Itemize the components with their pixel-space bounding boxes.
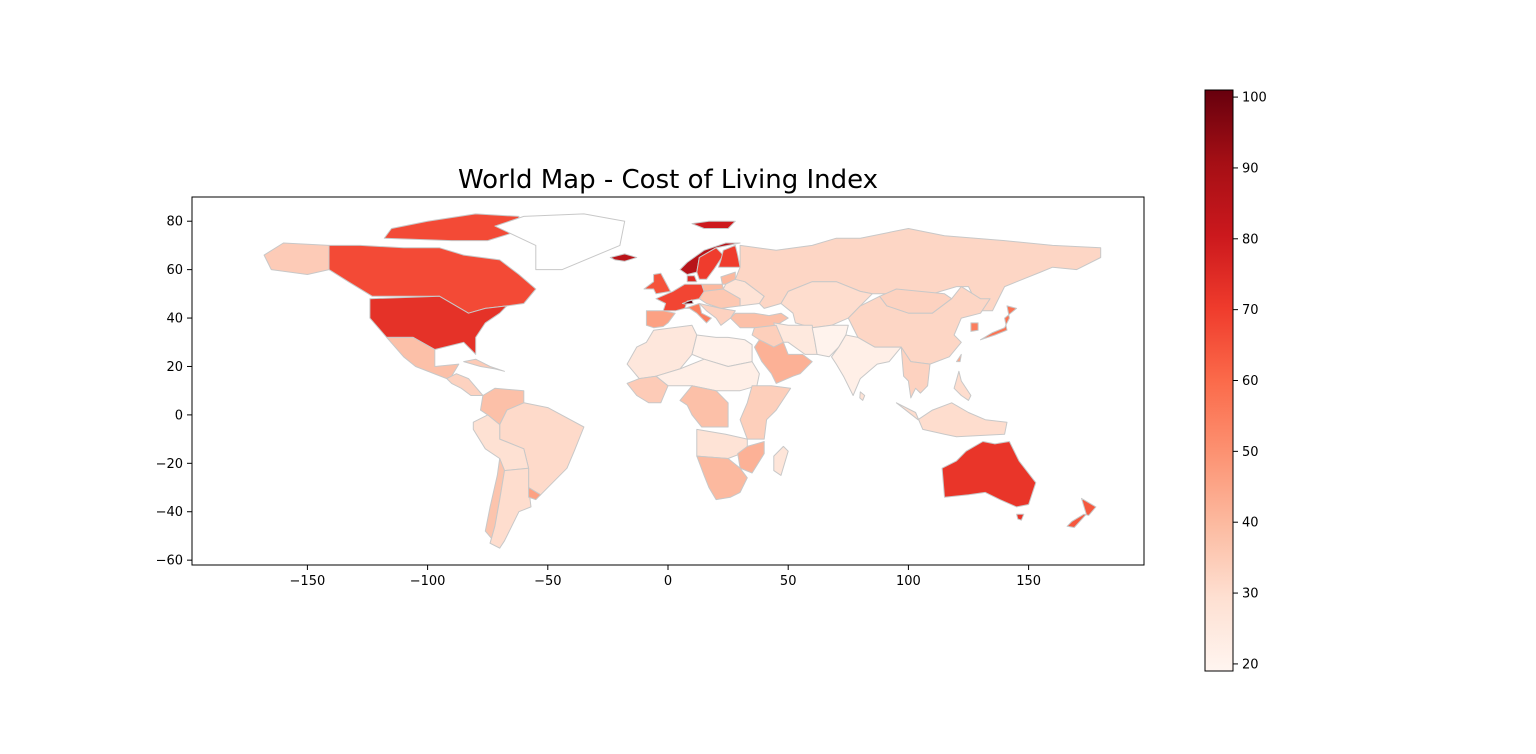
region-14 <box>609 253 638 262</box>
region-17 <box>655 283 705 312</box>
colorbar-tick-label: 50 <box>1242 445 1259 460</box>
region-57 <box>1016 513 1025 521</box>
x-tick-label: 100 <box>896 574 921 589</box>
x-tick-label: 50 <box>780 574 797 589</box>
colorbar-tick-label: 70 <box>1242 303 1259 318</box>
region-47 <box>679 385 729 428</box>
map-axes: −150 −100 −50 0 50 100 150 −60 −40 −20 0 20 40 60 80 <box>156 196 1145 589</box>
y-tick-label: 0 <box>175 408 183 423</box>
region-6 <box>446 373 484 396</box>
region-22 <box>696 247 724 280</box>
country-layer <box>263 213 1102 549</box>
x-tick-label: −100 <box>410 574 446 589</box>
region-58 <box>1066 497 1097 528</box>
region-56 <box>941 441 1037 508</box>
region-55 <box>895 402 1008 438</box>
y-tick-label: 80 <box>166 215 183 230</box>
x-tick-label: −50 <box>534 574 561 589</box>
y-tick-label: −40 <box>156 505 183 520</box>
region-34 <box>980 305 1018 341</box>
chart-title: World Map - Cost of Living Index <box>458 165 878 195</box>
colorbar-tick-label: 20 <box>1242 657 1259 672</box>
colorbar-tick-label: 60 <box>1242 374 1259 389</box>
colorbar-tick-label: 90 <box>1242 161 1259 176</box>
y-axis-ticks: −60 −40 −20 0 20 40 60 80 <box>156 215 192 569</box>
region-2 <box>383 213 520 242</box>
region-42 <box>754 339 813 384</box>
region-39 <box>831 334 902 396</box>
region-18 <box>681 299 694 305</box>
region-33 <box>970 322 979 332</box>
region-12 <box>489 467 532 549</box>
region-51 <box>696 455 748 501</box>
region-40 <box>859 391 866 401</box>
y-tick-label: 40 <box>166 312 183 327</box>
region-48 <box>739 385 792 440</box>
colorbar-gradient <box>1204 89 1234 672</box>
y-tick-label: 20 <box>166 360 183 375</box>
region-24 <box>686 275 698 283</box>
region-19 <box>684 303 712 324</box>
x-tick-label: 150 <box>1016 574 1041 589</box>
region-27 <box>698 303 736 326</box>
colorbar-tick-label: 100 <box>1242 91 1267 106</box>
region-16 <box>643 272 671 295</box>
region-53 <box>900 346 931 399</box>
region-54 <box>953 370 972 401</box>
region-7 <box>463 358 505 372</box>
region-45 <box>655 358 760 392</box>
region-20 <box>645 310 676 329</box>
y-tick-label: 60 <box>166 263 183 278</box>
y-tick-label: −20 <box>156 457 183 472</box>
region-21 <box>679 242 741 275</box>
region-5 <box>386 336 460 380</box>
region-13 <box>528 487 542 501</box>
region-15 <box>691 220 736 229</box>
colorbar-tick-label: 80 <box>1242 232 1259 247</box>
region-3 <box>494 213 626 271</box>
y-tick-label: −60 <box>156 554 183 569</box>
region-35 <box>956 353 962 363</box>
region-1 <box>328 244 537 314</box>
region-46 <box>626 375 669 404</box>
x-tick-label: −150 <box>290 574 326 589</box>
region-52 <box>773 445 789 476</box>
colorbar-tick-label: 30 <box>1242 587 1259 602</box>
colorbar-ticks: 20 30 40 50 60 70 80 90 100 <box>1233 91 1267 672</box>
colorbar-tick-label: 40 <box>1242 516 1259 531</box>
x-tick-label: 0 <box>664 574 672 589</box>
colorbar: 20 30 40 50 60 70 80 90 100 <box>1204 89 1267 672</box>
x-axis-ticks: −150 −100 −50 0 50 100 150 <box>290 565 1041 589</box>
